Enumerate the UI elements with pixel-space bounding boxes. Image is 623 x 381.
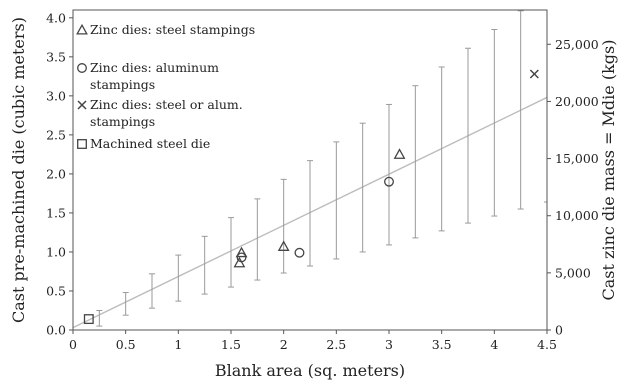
error-bar — [201, 235, 208, 295]
triangle-point — [235, 246, 248, 258]
legend: Zinc dies: steel stampings Zinc dies: alu… — [76, 22, 255, 151]
y2-tick-label: 20,000 — [555, 94, 599, 109]
y2-tick-label: 0 — [555, 323, 563, 338]
circle-point — [384, 176, 394, 187]
error-bar — [438, 66, 445, 232]
error-bar — [386, 103, 392, 246]
legend-label-line: Zinc dies: aluminum — [90, 60, 219, 75]
error-bar — [465, 47, 471, 224]
x-axis: 0 0.5 1 1.5 2 2.5 3 3.5 4 4.5 — [69, 330, 557, 352]
error-bar — [122, 292, 129, 316]
error-bar — [149, 273, 155, 309]
legend-triangle-icon — [76, 23, 88, 35]
legend-label: Zinc dies: steel or alum. stampings — [90, 97, 243, 129]
y2-tick-label: 5,000 — [555, 265, 591, 280]
x-tick-label: 1 — [174, 337, 182, 352]
legend-label-line: stampings — [90, 114, 155, 129]
x-tick-label: 3.5 — [432, 337, 452, 352]
markers-layer — [83, 69, 539, 325]
x-tick-label: 3 — [385, 337, 393, 352]
y-tick-label: 1.5 — [46, 205, 66, 220]
error-bar — [175, 254, 182, 302]
legend-x-icon-stroke-b — [77, 100, 87, 110]
y-axis-right: 0 5,000 10,000 15,000 20,000 25,000 — [547, 37, 599, 338]
x-tick-label: 0 — [69, 337, 77, 352]
legend-label: Zinc dies: steel stampings — [90, 22, 255, 37]
error-bar — [254, 198, 261, 281]
y-axis-left: 0.0 0.5 1.0 1.5 2.0 2.5 3.0 3.5 4.0 — [46, 10, 73, 338]
circle-point — [236, 252, 247, 263]
y2-axis-title: Cast zinc die mass = Mdie (kgs) — [599, 40, 618, 301]
x-tick-label: 4 — [490, 337, 498, 352]
legend-label: Machined steel die — [90, 136, 210, 151]
legend-square-icon — [77, 139, 87, 149]
legend-circle-icon — [77, 63, 87, 73]
error-bar — [359, 122, 366, 253]
error-bar — [280, 178, 287, 274]
y-tick-label: 2.0 — [46, 166, 66, 181]
y2-tick-label: 15,000 — [555, 151, 599, 166]
y-tick-label: 0.5 — [46, 283, 66, 298]
legend-label-line: stampings — [90, 77, 155, 92]
x-tick-label: 1.5 — [221, 337, 241, 352]
x-tick-label: 2.5 — [326, 337, 346, 352]
triangle-point — [277, 240, 290, 251]
error-bar — [228, 217, 234, 288]
error-bar — [491, 29, 498, 217]
plot-frame — [72, 9, 548, 331]
triangle-point — [233, 256, 246, 268]
x-point-stroke-b — [529, 69, 539, 79]
error-bars-layer — [96, 10, 547, 327]
y-tick-label: 3.0 — [46, 88, 66, 103]
y2-tick-label: 25,000 — [555, 37, 599, 52]
legend-x-icon — [77, 100, 87, 110]
legend-label-line: Zinc dies: steel or alum. — [90, 97, 243, 112]
legend-label: Zinc dies: aluminum stampings — [90, 60, 219, 92]
x-axis-title: Blank area (sq. meters) — [215, 361, 405, 380]
y2-tick-label: 10,000 — [555, 208, 599, 223]
y-axis-title: Cast pre-machined die (cubic meters) — [9, 17, 28, 323]
y-tick-label: 1.0 — [46, 244, 66, 259]
x-tick-label: 4.5 — [537, 337, 557, 352]
y-tick-label: 2.5 — [46, 127, 66, 142]
triangle-point — [393, 148, 406, 159]
circle-point — [294, 247, 305, 258]
error-bar — [517, 10, 524, 210]
x-tick-label: 0.5 — [116, 337, 136, 352]
error-bar — [412, 85, 419, 239]
error-bar — [333, 141, 340, 260]
error-bar — [544, 10, 547, 203]
error-bar — [307, 160, 313, 267]
y-tick-label: 0.0 — [46, 323, 66, 338]
x-point — [529, 69, 539, 79]
y-tick-label: 3.5 — [46, 49, 66, 64]
y-tick-label: 4.0 — [46, 10, 66, 25]
error-bar — [96, 309, 103, 327]
x-tick-label: 2 — [280, 337, 288, 352]
square-point — [83, 314, 94, 325]
